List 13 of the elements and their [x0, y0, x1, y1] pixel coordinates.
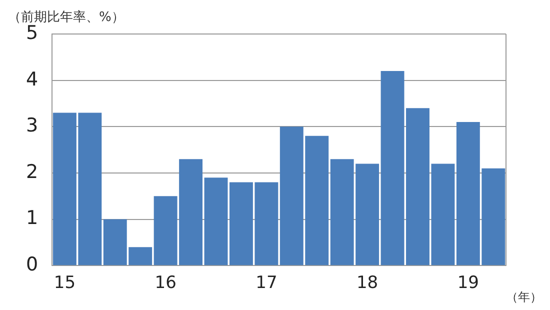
x-tick-label: 18 — [356, 273, 378, 294]
bar — [380, 71, 404, 266]
x-tick-label: 19 — [457, 273, 479, 294]
y-tick-label: 3 — [26, 114, 38, 137]
y-tick-label: 4 — [26, 68, 38, 90]
x-axis-title: （年） — [506, 289, 542, 306]
y-tick-label: 0 — [26, 254, 38, 276]
y-tick-label: 1 — [26, 207, 38, 230]
y-tick-label: 2 — [26, 160, 38, 183]
x-tick-label: 17 — [256, 273, 278, 294]
x-tick-label: 16 — [154, 273, 176, 294]
bar — [204, 178, 228, 266]
x-tick-label: 15 — [54, 273, 76, 294]
